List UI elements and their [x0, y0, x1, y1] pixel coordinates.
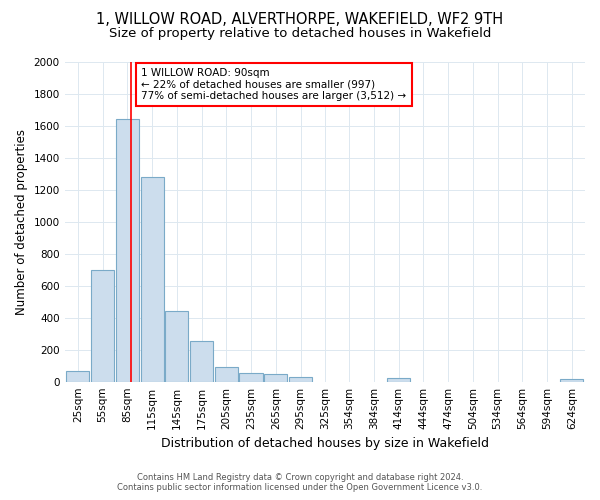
Text: 1 WILLOW ROAD: 90sqm
← 22% of detached houses are smaller (997)
77% of semi-deta: 1 WILLOW ROAD: 90sqm ← 22% of detached h…: [142, 68, 406, 101]
Bar: [387, 378, 410, 382]
Text: Size of property relative to detached houses in Wakefield: Size of property relative to detached ho…: [109, 28, 491, 40]
Bar: [116, 119, 139, 382]
X-axis label: Distribution of detached houses by size in Wakefield: Distribution of detached houses by size …: [161, 437, 489, 450]
Bar: [239, 373, 263, 382]
Bar: [560, 380, 583, 382]
Bar: [190, 341, 213, 382]
Text: Contains HM Land Registry data © Crown copyright and database right 2024.
Contai: Contains HM Land Registry data © Crown c…: [118, 473, 482, 492]
Bar: [67, 372, 89, 382]
Text: 1, WILLOW ROAD, ALVERTHORPE, WAKEFIELD, WF2 9TH: 1, WILLOW ROAD, ALVERTHORPE, WAKEFIELD, …: [97, 12, 503, 28]
Y-axis label: Number of detached properties: Number of detached properties: [15, 128, 28, 314]
Bar: [215, 368, 238, 382]
Bar: [165, 311, 188, 382]
Bar: [140, 177, 164, 382]
Bar: [264, 374, 287, 382]
Bar: [289, 377, 312, 382]
Bar: [91, 270, 114, 382]
